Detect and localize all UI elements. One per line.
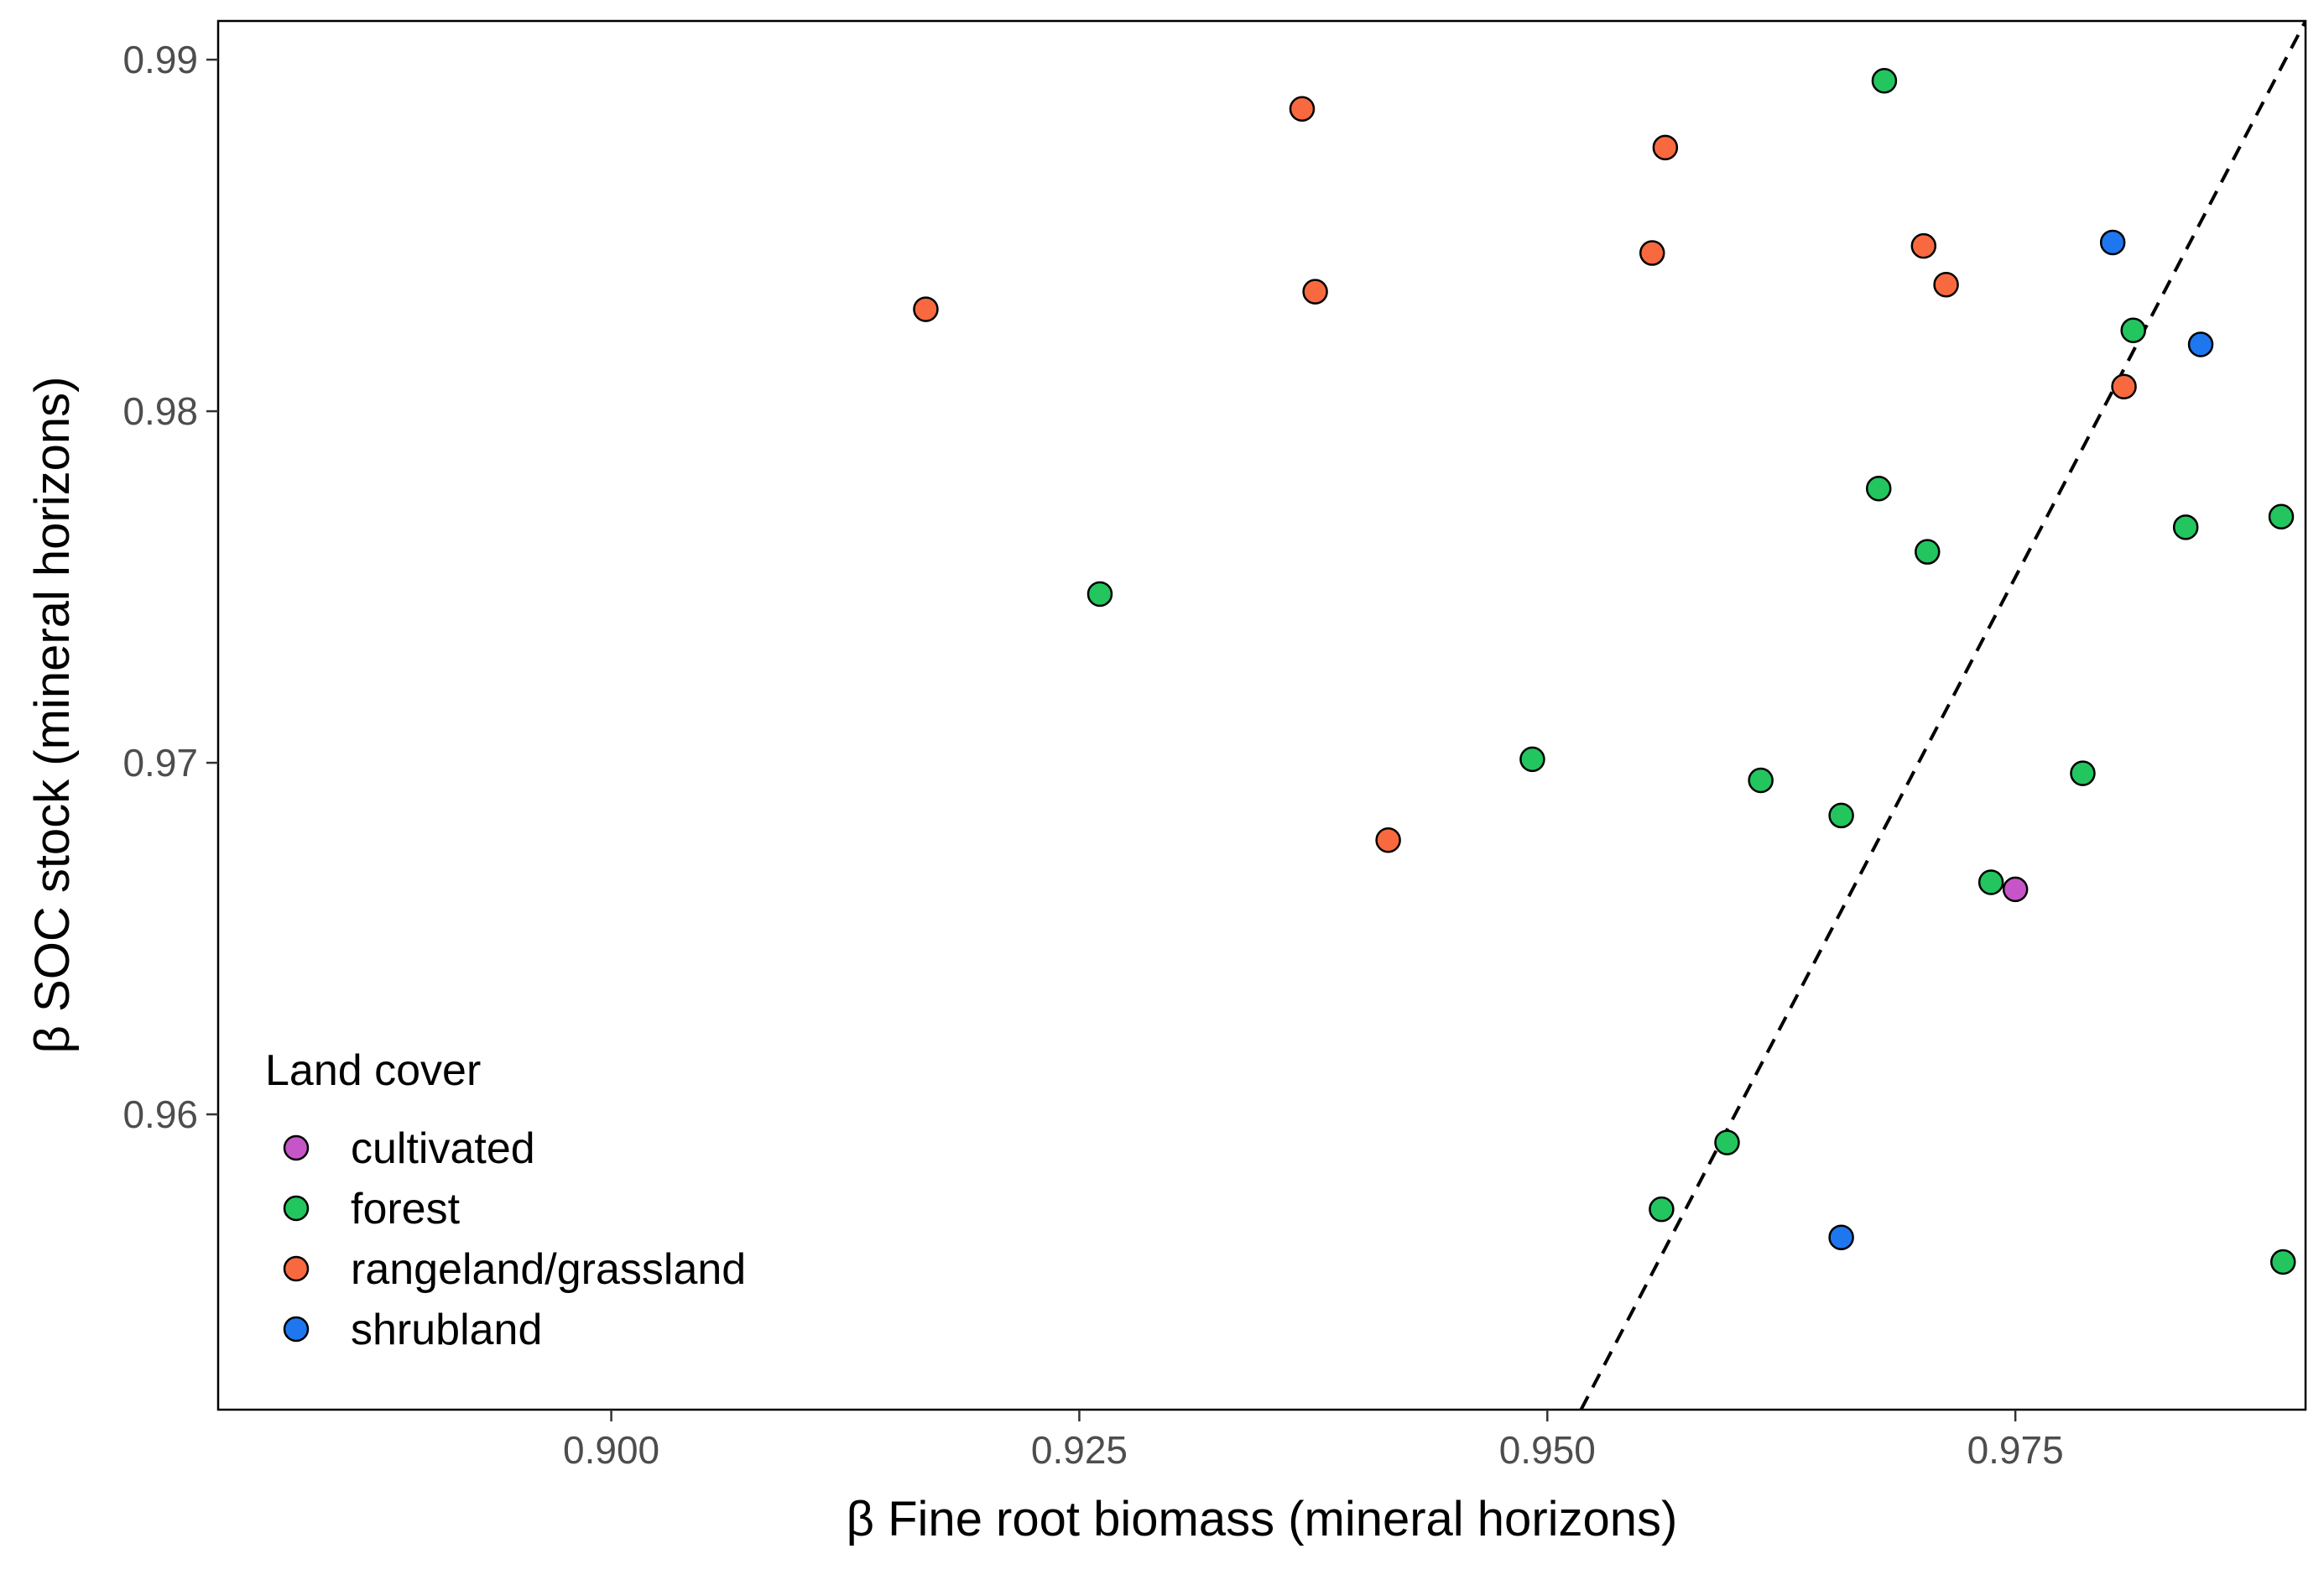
point-rangeland-grassland [1375,827,1401,853]
point-forest [2070,760,2096,786]
y-tick-label: 0.99 [122,38,198,81]
point-forest [1865,476,1892,502]
point-shrubland [1828,1224,1854,1250]
legend-label: rangeland/grassland [351,1245,746,1294]
y-axis-title: β SOC stock (mineral horizons) [25,377,80,1054]
point-forest [1915,539,1941,565]
legend-title: Land cover [265,1046,481,1095]
point-forest [1748,767,1774,794]
point-rangeland-grassland [1652,134,1679,161]
point-forest [2172,514,2199,540]
y-tick-label: 0.97 [122,741,198,785]
x-axis-ticks: 0.900 0.925 0.950 0.975 [563,1410,2064,1472]
plot-panel [216,19,2307,1411]
y-tick-label: 0.96 [122,1092,198,1136]
y-axis-ticks: 0.96 0.97 0.98 0.99 [122,38,218,1136]
x-axis-title: β Fine root biomass (mineral horizons) [847,1492,1678,1546]
point-shrubland [2187,331,2214,357]
legend-key [283,1134,310,1161]
legend-key [283,1195,310,1222]
point-forest [1649,1196,1675,1223]
point-forest [2268,503,2295,530]
legend-key [283,1255,310,1282]
point-cultivated [2002,876,2029,903]
point-forest [1519,746,1545,773]
legend: Land cover cultivated forest rangeland/gra… [265,1046,746,1354]
legend-label: cultivated [351,1124,535,1173]
legend-label: forest [351,1185,461,1233]
point-rangeland-grassland [2111,373,2137,399]
point-rangeland-grassland [1933,271,1959,298]
x-tick-label: 0.975 [1967,1428,2064,1472]
point-rangeland-grassland [1639,240,1665,266]
point-forest [1714,1129,1740,1155]
point-rangeland-grassland [1289,96,1316,122]
point-forest [1828,802,1854,829]
legend-key [283,1316,310,1343]
legend-items: cultivated forest rangeland/grassland shrub… [283,1124,746,1354]
y-tick-label: 0.98 [122,389,198,433]
point-rangeland-grassland [1302,279,1328,305]
point-forest [1871,67,1898,94]
point-rangeland-grassland [1910,232,1937,259]
point-shrubland [2099,229,2126,256]
legend-label: shrubland [351,1306,542,1354]
point-rangeland-grassland [913,296,939,322]
point-forest [1086,581,1113,607]
x-tick-label: 0.950 [1499,1428,1596,1472]
x-tick-label: 0.925 [1031,1428,1128,1472]
reference-dashed-line [1579,21,2306,1410]
point-forest [2120,317,2146,343]
point-forest [2269,1249,2296,1275]
x-tick-label: 0.900 [563,1428,659,1472]
data-points [913,67,2296,1275]
point-forest [1977,869,2004,895]
